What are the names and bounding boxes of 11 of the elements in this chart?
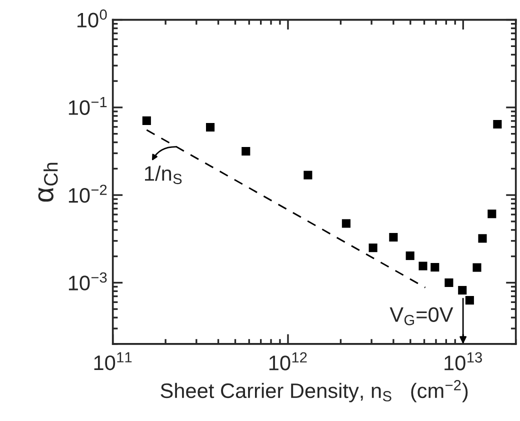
x-tick-label: 10$^{13}$ xyxy=(444,352,482,370)
y-tick-label: 10$^{−3}$ xyxy=(68,272,107,290)
y-tick-label: 10$^{0}$ xyxy=(77,9,107,28)
x-tick-label: 10$^{12}$ xyxy=(269,352,307,370)
x-tick-label: 10$^{11}$ xyxy=(94,352,132,370)
annotation: 1/n$_{S}$ xyxy=(145,166,182,184)
y-tick-label: 10$^{−1}$ xyxy=(68,97,107,115)
y-axis-title: α$_{Ch}$ xyxy=(38,162,58,202)
text: Sheet Carrier Density, n$_{S}$ (cm$^{−2}$) xyxy=(160,380,468,402)
annotation: V$_{G}$=0V xyxy=(390,307,454,326)
y-tick-label: 10$^{−2}$ xyxy=(68,184,107,203)
